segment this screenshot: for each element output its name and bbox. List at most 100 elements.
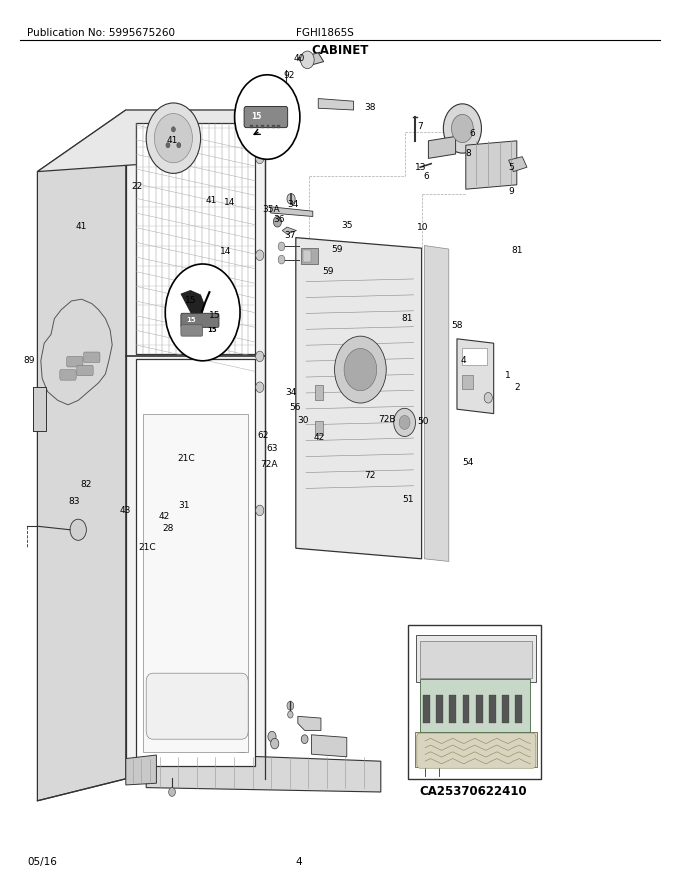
Text: 41: 41 <box>205 196 217 205</box>
Text: 38: 38 <box>364 103 375 112</box>
Bar <box>515 695 522 723</box>
FancyBboxPatch shape <box>417 733 536 768</box>
Text: 15: 15 <box>207 327 217 333</box>
Text: 7: 7 <box>418 122 423 131</box>
Text: 58: 58 <box>451 321 462 330</box>
Bar <box>436 695 443 723</box>
Text: CABINET: CABINET <box>311 44 369 57</box>
Text: 21C: 21C <box>139 543 156 552</box>
Circle shape <box>301 735 308 744</box>
Polygon shape <box>415 732 537 767</box>
Polygon shape <box>424 246 449 561</box>
Text: 21C: 21C <box>177 454 195 463</box>
Text: 56: 56 <box>289 403 301 412</box>
Bar <box>449 695 456 723</box>
Text: 36: 36 <box>273 215 285 224</box>
Text: 13: 13 <box>415 163 426 172</box>
Circle shape <box>452 114 473 143</box>
FancyBboxPatch shape <box>181 313 219 327</box>
Polygon shape <box>37 110 126 801</box>
Circle shape <box>70 519 86 540</box>
Text: 4: 4 <box>296 857 303 868</box>
FancyBboxPatch shape <box>60 370 76 380</box>
Text: 82: 82 <box>80 480 92 488</box>
Circle shape <box>443 104 481 153</box>
Bar <box>315 421 323 435</box>
Text: 42: 42 <box>313 433 325 442</box>
Text: Publication No: 5995675260: Publication No: 5995675260 <box>27 27 175 38</box>
Text: 1: 1 <box>505 371 511 380</box>
Text: 72B: 72B <box>378 415 396 424</box>
Bar <box>462 348 487 365</box>
Text: 59: 59 <box>331 245 343 253</box>
Polygon shape <box>271 207 313 216</box>
Polygon shape <box>136 359 255 766</box>
Bar <box>408 625 541 779</box>
Text: 51: 51 <box>403 495 414 504</box>
Polygon shape <box>146 752 381 792</box>
FancyBboxPatch shape <box>146 673 248 739</box>
Text: 41: 41 <box>167 136 178 145</box>
Text: 9: 9 <box>509 187 514 196</box>
Text: 50: 50 <box>418 417 429 426</box>
Text: 41: 41 <box>75 222 87 231</box>
Bar <box>489 695 496 723</box>
Text: 8: 8 <box>465 149 471 158</box>
Text: 31: 31 <box>178 501 190 510</box>
Text: 63: 63 <box>267 444 278 453</box>
Polygon shape <box>211 732 245 752</box>
Bar <box>272 125 275 128</box>
Polygon shape <box>318 99 354 110</box>
Bar <box>256 125 258 128</box>
Text: 10: 10 <box>417 224 428 232</box>
Text: 42: 42 <box>158 512 170 521</box>
FancyBboxPatch shape <box>181 325 203 336</box>
Circle shape <box>278 242 285 251</box>
Circle shape <box>235 75 300 159</box>
Circle shape <box>344 348 377 391</box>
Circle shape <box>301 51 314 69</box>
Bar <box>315 385 323 400</box>
Text: 35: 35 <box>341 221 353 230</box>
Text: 34: 34 <box>287 200 299 209</box>
Bar <box>423 695 430 723</box>
Circle shape <box>169 788 175 796</box>
Polygon shape <box>428 136 456 158</box>
Circle shape <box>256 382 264 392</box>
Polygon shape <box>37 110 265 172</box>
Circle shape <box>154 114 192 163</box>
Circle shape <box>171 127 175 132</box>
Circle shape <box>256 351 264 362</box>
Text: 15: 15 <box>186 318 196 323</box>
Circle shape <box>256 505 264 516</box>
Text: 89: 89 <box>24 356 35 365</box>
Polygon shape <box>136 123 255 354</box>
Text: 37: 37 <box>284 231 296 240</box>
Polygon shape <box>126 755 156 785</box>
Polygon shape <box>163 737 184 752</box>
Circle shape <box>256 153 264 164</box>
Circle shape <box>268 731 276 742</box>
Circle shape <box>394 408 415 436</box>
Text: 2: 2 <box>515 383 520 392</box>
Circle shape <box>399 415 410 429</box>
Text: 92: 92 <box>284 71 294 80</box>
Text: 35A: 35A <box>262 205 280 214</box>
FancyBboxPatch shape <box>77 365 93 376</box>
Polygon shape <box>296 238 422 559</box>
Bar <box>277 125 280 128</box>
Text: 72: 72 <box>364 471 376 480</box>
Circle shape <box>278 255 285 264</box>
Polygon shape <box>41 299 112 405</box>
Circle shape <box>271 738 279 749</box>
Text: 4: 4 <box>461 356 466 365</box>
Bar <box>250 125 253 128</box>
Polygon shape <box>466 141 517 189</box>
FancyBboxPatch shape <box>84 352 100 363</box>
Polygon shape <box>143 414 248 752</box>
Polygon shape <box>416 635 536 682</box>
Text: 81: 81 <box>401 314 413 323</box>
Text: 15: 15 <box>252 112 262 121</box>
Polygon shape <box>420 641 532 678</box>
Text: 05/16: 05/16 <box>27 857 57 868</box>
